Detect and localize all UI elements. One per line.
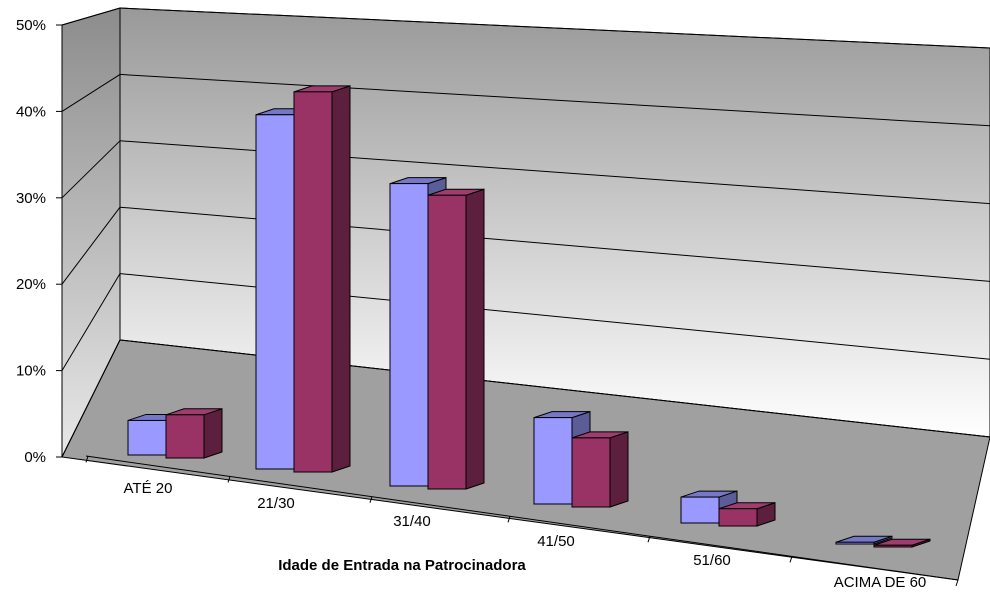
gridline	[119, 7, 990, 49]
bar-front	[427, 194, 467, 490]
y-tick-label: 40%	[16, 103, 46, 120]
bar-s2-2	[427, 188, 485, 490]
bar-front	[835, 541, 875, 545]
x-tick-label: 21/30	[257, 495, 295, 512]
gridline-side	[61, 7, 121, 26]
bar-s2-5	[873, 538, 931, 548]
gridline-side	[61, 73, 121, 112]
x-tick-mark	[85, 456, 89, 463]
bar-front	[680, 496, 720, 524]
bar-front	[873, 544, 913, 548]
bar-side	[331, 85, 351, 473]
x-tick-mark	[507, 516, 511, 523]
y-tick-label: 50%	[16, 17, 46, 34]
bars	[127, 85, 931, 548]
bar-s2-3	[571, 431, 629, 508]
bar-front	[165, 414, 205, 459]
bar-side	[609, 431, 629, 508]
y-tick-label: 30%	[16, 190, 46, 207]
gridline	[119, 73, 990, 127]
x-axis-title: Idade de Entrada na Patrocinadora	[278, 557, 526, 574]
bar-front	[127, 419, 167, 456]
bar-front	[293, 91, 333, 473]
x-tick-label: 31/40	[393, 513, 431, 530]
x-axis: ATÉ 20 21/30 31/40 41/50 51/60 ACIMA DE 60	[85, 455, 959, 591]
x-tick-mark	[369, 496, 373, 503]
x-tick-label: 41/50	[537, 533, 575, 550]
bar-front	[389, 183, 429, 487]
gridline-side	[61, 339, 121, 458]
y-tick-label: 0%	[24, 449, 46, 466]
x-tick-label: 51/60	[693, 552, 731, 569]
x-tick-mark	[227, 476, 231, 483]
bar-s2-4	[718, 502, 776, 527]
x-axis-line	[85, 455, 959, 581]
y-tick-label: 20%	[16, 276, 46, 293]
x-tick-mark	[955, 579, 959, 587]
bar-front	[718, 508, 758, 527]
gridline-side	[61, 206, 121, 285]
y-axis: 0% 10% 20% 30% 40% 50%	[16, 17, 63, 466]
gridline-side	[61, 140, 121, 199]
bar-front	[533, 417, 573, 505]
x-tick-mark	[789, 556, 793, 563]
bar-s1-5	[835, 535, 893, 545]
bar-s2-1	[293, 85, 351, 473]
x-tick-label: ACIMA DE 60	[834, 574, 927, 591]
bar-front	[571, 437, 611, 508]
bar-front	[255, 114, 295, 470]
gridline-side	[61, 273, 121, 371]
x-tick-label: ATÉ 20	[124, 480, 173, 497]
bar-side	[203, 408, 223, 459]
bar-s2-0	[165, 408, 223, 459]
bar-side	[465, 188, 485, 490]
y-tick-label: 10%	[16, 363, 46, 380]
x-tick-mark	[647, 536, 651, 543]
